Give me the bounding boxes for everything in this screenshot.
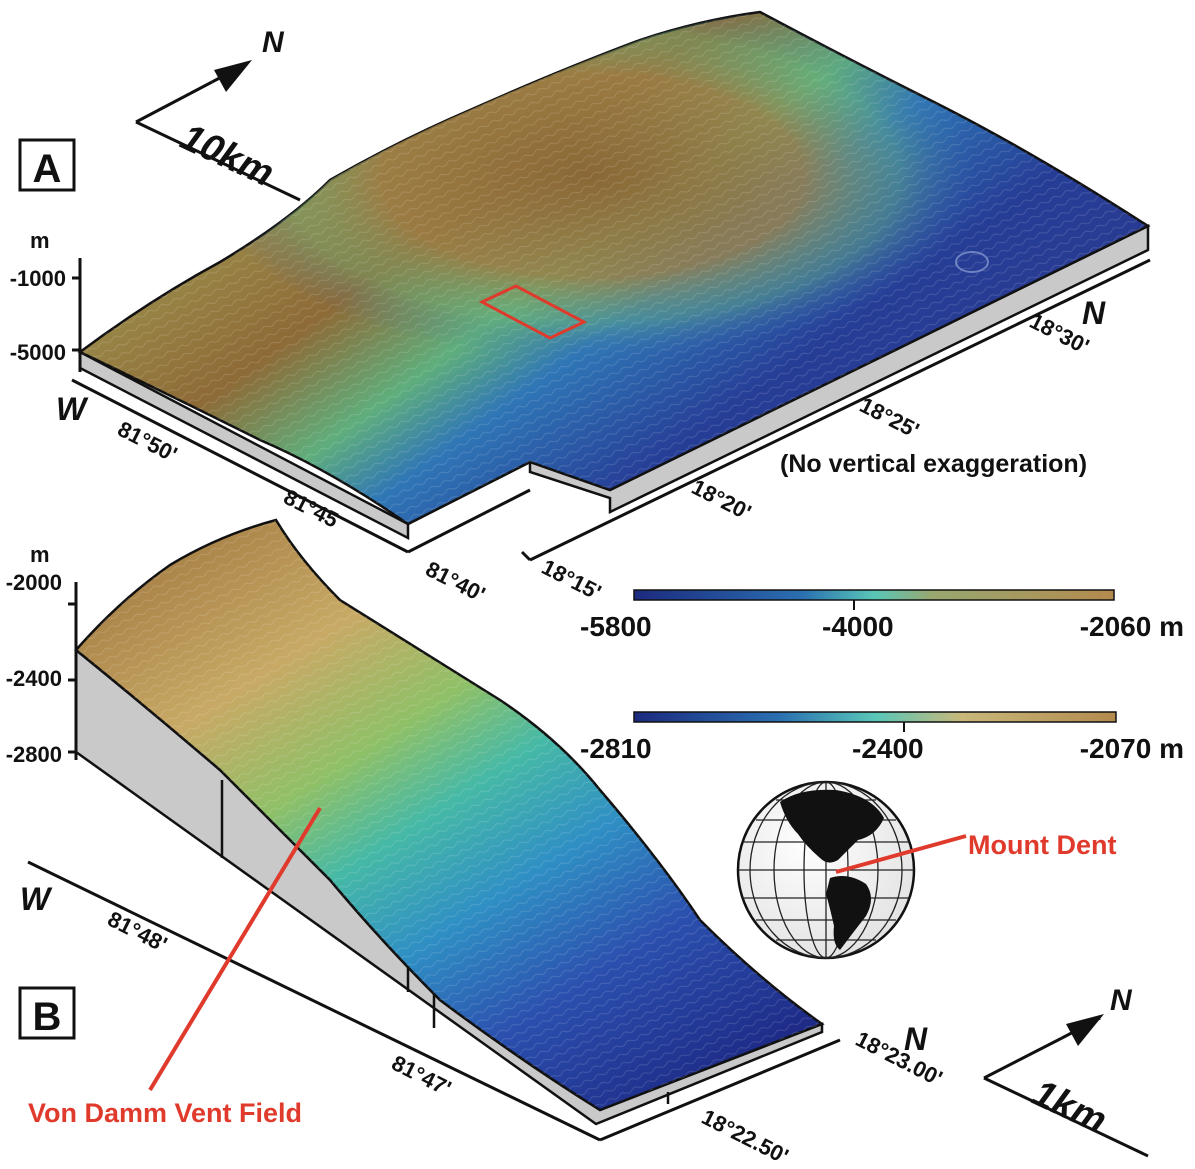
colorbar-b-mid: -2400 xyxy=(852,733,924,764)
panel-a-west-label: W xyxy=(56,391,89,427)
panel-a-lon-tick-3: 81°40' xyxy=(422,556,489,607)
panel-b-lon-tick-2: 81°47' xyxy=(388,1050,455,1101)
colorbar-a-mid: -4000 xyxy=(822,611,894,642)
panel-a-study-area-box xyxy=(478,284,588,340)
colorbar-a: -5800 -4000 -2060 m xyxy=(580,589,1184,642)
colorbar-a-max: -2060 m xyxy=(1080,611,1184,642)
panel-a-lat-tick-3: 18°25' xyxy=(856,392,923,443)
panel-a-depth-tick-2: -5000 xyxy=(10,340,66,365)
vent-field-label: Von Damm Vent Field xyxy=(28,1098,302,1128)
panel-b-depth-tick-3: -2800 xyxy=(6,742,62,767)
panel-a-depth-tick-1: -1000 xyxy=(10,266,66,291)
panel-b-scale-bar: 1km xyxy=(983,1072,1149,1158)
panel-b-north-arrow: N xyxy=(983,984,1133,1080)
panel-a-north-arrow: N xyxy=(135,26,285,124)
panel-b-lat-tick-2: 18°22.50' xyxy=(698,1104,793,1169)
panel-b-north-arrow-label: N xyxy=(1110,984,1133,1017)
panel-a-depth-axis: m -1000 -5000 xyxy=(10,228,82,372)
panel-b-west-label: W xyxy=(20,881,53,917)
panel-a-label-box xyxy=(18,138,76,192)
globe-south-america xyxy=(826,876,871,950)
panel-b-scale-label: 1km xyxy=(1026,1072,1113,1142)
colorbar-b: -2810 -2400 -2070 m xyxy=(580,711,1184,764)
panel-a-lat-tick-2: 18°20' xyxy=(688,474,755,525)
panel-b-depth-axis: m -2000 -2400 -2800 xyxy=(6,542,78,767)
panel-b-label-box xyxy=(18,986,76,1040)
colorbar-b-min: -2810 xyxy=(580,733,652,764)
panel-a-lon-tick-1: 81°50' xyxy=(114,416,181,467)
panel-a-relief-texture xyxy=(80,12,1148,524)
panel-b-depth-unit: m xyxy=(30,542,50,567)
panel-a-scale-label: 10km xyxy=(174,116,280,195)
panel-a-label: A xyxy=(33,147,62,191)
colorbar-b-gradient xyxy=(633,711,1117,723)
panel-b-north-label: N xyxy=(904,1021,928,1057)
globe-north-america xyxy=(780,789,884,863)
panel-a: A N 10km m -1000 -5000 W 81°50' 81°4 xyxy=(10,10,1151,607)
panel-a-note: (No vertical exaggeration) xyxy=(780,450,1087,478)
colorbar-b-max: -2070 m xyxy=(1080,733,1184,764)
mount-dent-pointer xyxy=(835,834,967,874)
mount-dent-label: Mount Dent xyxy=(968,830,1116,860)
panel-b: B m -2000 -2400 -2800 W 81°48' 81°47' N … xyxy=(6,518,1149,1169)
panel-a-scale-bar: 10km xyxy=(135,116,301,202)
colorbar-a-gradient xyxy=(633,589,1115,601)
panel-a-north-label: N xyxy=(1082,295,1106,331)
panel-b-depth-tick-1: -2000 xyxy=(6,570,62,595)
panel-a-lat-tick-1: 18°15' xyxy=(538,554,605,605)
panel-a-north-arrow-label: N xyxy=(262,26,285,59)
locator-globe: Mount Dent xyxy=(736,780,1116,960)
panel-a-depth-unit: m xyxy=(30,228,50,253)
colorbar-a-min: -5800 xyxy=(580,611,652,642)
panel-a-crater xyxy=(955,251,989,273)
panel-b-lat-tick-1: 18°23.00' xyxy=(852,1026,947,1091)
panel-b-relief-texture xyxy=(76,520,822,1110)
panel-b-label: B xyxy=(33,995,62,1039)
vent-field-pointer xyxy=(148,806,322,1092)
panel-b-depth-tick-2: -2400 xyxy=(6,666,62,691)
